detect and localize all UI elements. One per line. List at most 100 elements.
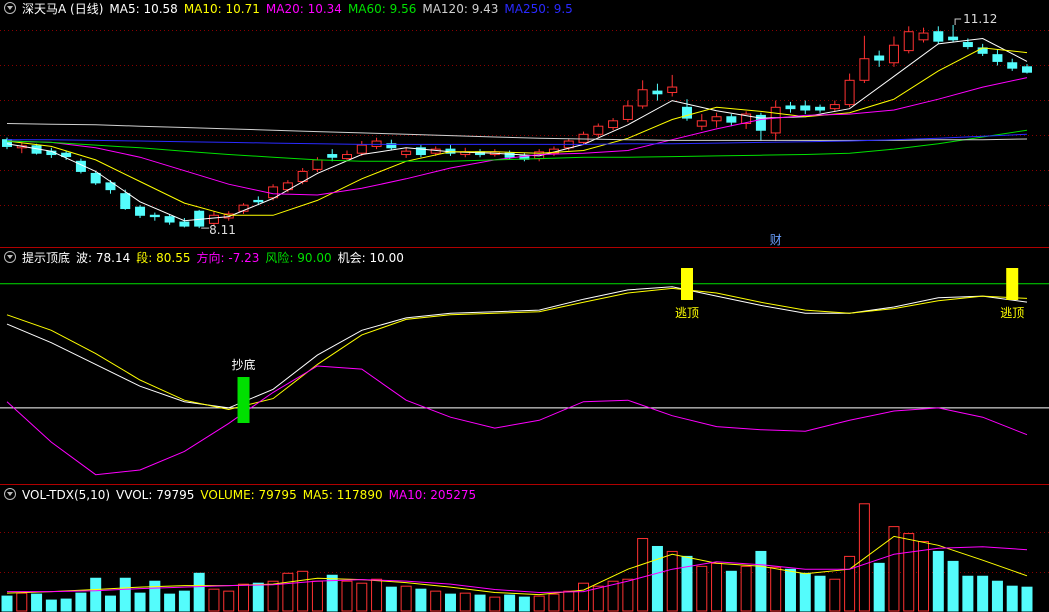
- legend-name: MA250: [504, 2, 553, 16]
- volume-bar: [696, 565, 708, 612]
- volume-bar: [607, 580, 619, 612]
- legend-value: 78.14: [95, 251, 131, 265]
- candle-body: [608, 120, 619, 129]
- legend-value: 10.34: [307, 2, 342, 16]
- volume-bar: [164, 593, 176, 612]
- volume-bar: [932, 550, 944, 612]
- panel-title: 深天马A (日线): [22, 2, 104, 16]
- volume-bar: [31, 593, 43, 612]
- volume-bar: [563, 590, 575, 612]
- volume-bar: [178, 590, 190, 612]
- volume-bar: [844, 555, 856, 612]
- volume-bar: [459, 592, 471, 612]
- grid: [0, 30, 1049, 573]
- candle-body: [179, 221, 190, 227]
- candle-body: [903, 31, 914, 52]
- legend-value: 10.58: [143, 2, 178, 16]
- volume-bar: [385, 586, 397, 612]
- candle-body: [770, 106, 781, 134]
- volume-bar: [740, 565, 752, 612]
- volume-bar: [784, 568, 796, 612]
- volume-bar: [90, 577, 102, 612]
- collapse-icon[interactable]: [4, 2, 16, 14]
- candle-body: [948, 36, 959, 41]
- volume-bar: [873, 562, 885, 612]
- volume-bar: [223, 590, 235, 612]
- candle-body: [61, 152, 72, 158]
- legend-value: 10.00: [369, 251, 404, 265]
- candle-body: [386, 143, 397, 149]
- legend-value: 79795: [156, 488, 195, 502]
- candle-body: [933, 31, 944, 42]
- high-label: 11.12: [963, 12, 997, 26]
- legend-value: 79795: [258, 488, 297, 502]
- legend-name: VOLUME: [200, 488, 258, 502]
- legend-name: 机会: [338, 251, 370, 265]
- candle-body: [1022, 66, 1032, 73]
- candle-body: [622, 105, 633, 120]
- candle-body: [888, 44, 899, 64]
- candle-body: [962, 42, 973, 48]
- volume-bar: [311, 580, 323, 612]
- panel-title: 提示顶底: [22, 251, 71, 265]
- candle-body: [164, 216, 175, 223]
- volume-bar: [711, 562, 723, 612]
- candle-body: [992, 54, 1003, 62]
- candle-body: [652, 90, 663, 95]
- signal-label: 逃顶: [1000, 306, 1024, 320]
- volume-bar: [75, 592, 87, 612]
- volume-bar: [725, 570, 737, 612]
- candle-body: [874, 55, 885, 61]
- candle-body: [312, 159, 323, 170]
- candle-body: [711, 116, 722, 122]
- ma-line: [6, 77, 1028, 196]
- candle-body: [1007, 62, 1018, 69]
- volume-bar: [548, 593, 560, 612]
- legend-value: 9.56: [389, 2, 417, 16]
- candle-body: [327, 154, 338, 158]
- candle-body: [253, 199, 264, 203]
- collapse-icon[interactable]: [4, 251, 16, 263]
- volume-bar: [371, 578, 383, 612]
- legend-value: 9.5: [553, 2, 573, 16]
- candle-body: [815, 106, 826, 111]
- candle-body: [356, 144, 367, 154]
- volume-bar: [104, 595, 116, 612]
- volume-bar: [814, 575, 826, 612]
- ma-line: [6, 535, 1028, 596]
- collapse-icon[interactable]: [4, 488, 16, 500]
- candle-body: [223, 213, 234, 219]
- panel-header: 深天马A (日线)MA510.58MA1010.71MA2010.34MA609…: [4, 1, 579, 17]
- volume-bar: [518, 596, 530, 612]
- legend-name: VVOL: [116, 488, 156, 502]
- candle-body: [401, 150, 412, 156]
- volume-bar: [651, 545, 663, 612]
- volume-bar: [1006, 585, 1018, 612]
- candle-body: [578, 133, 589, 143]
- volume-bar: [858, 503, 870, 612]
- volume-bar: [578, 582, 590, 612]
- volume-bar: [888, 526, 900, 612]
- volume-bar: [60, 598, 72, 612]
- candle-body: [90, 172, 101, 184]
- volume-bar: [770, 566, 782, 612]
- volume-bar: [977, 575, 989, 612]
- legend-name: MA60: [348, 2, 390, 16]
- volume-bar: [16, 592, 28, 612]
- volume-bar: [119, 577, 131, 612]
- ma-line: [6, 287, 1028, 411]
- volume-bar: [504, 594, 516, 612]
- panel-header: 提示顶底波78.14 段80.55 方向-7.23 风险90.00 机会10.00: [4, 250, 410, 266]
- candle-body: [918, 32, 929, 41]
- signal-bar: [1006, 268, 1019, 300]
- low-label: 8.11: [209, 223, 236, 237]
- legend-value: 205275: [430, 488, 477, 502]
- candle-body: [696, 120, 707, 127]
- volume-bar: [474, 594, 486, 612]
- legend-name: 波: [76, 251, 96, 265]
- candle-body: [342, 154, 352, 160]
- volume-bar: [829, 578, 841, 612]
- volume-bar: [1021, 586, 1033, 612]
